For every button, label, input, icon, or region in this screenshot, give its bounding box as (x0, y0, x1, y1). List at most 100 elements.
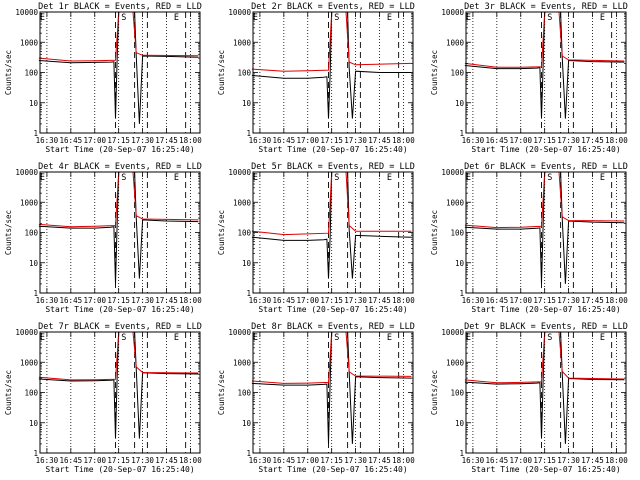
x-tick-label: 18:00 (392, 136, 415, 145)
marker-label: E (466, 13, 471, 23)
y-tick-label: 1000 (20, 358, 39, 367)
chart-title: Det 9r BLACK = Events, RED = LLD (464, 322, 628, 332)
x-tick-label: 16:30 (462, 456, 485, 465)
x-tick-label: 17:30 (131, 136, 154, 145)
y-tick-label: 1000 (20, 38, 39, 47)
x-tick-label: 17:15 (320, 456, 343, 465)
x-tick-label: 17:00 (296, 136, 319, 145)
series-line-events (38, 171, 199, 284)
x-tick-label: 16:30 (462, 296, 485, 305)
x-tick-label: 18:00 (605, 456, 628, 465)
x-tick-label: 17:15 (107, 136, 130, 145)
x-tick-label: 17:45 (368, 456, 391, 465)
series-line-events (251, 331, 412, 444)
x-tick-label: 17:30 (557, 136, 580, 145)
y-tick-label: 1 (246, 289, 251, 298)
x-tick-label: 17:00 (83, 136, 106, 145)
marker-label: E (387, 333, 392, 343)
y-axis-label: Counts/sec (4, 370, 13, 415)
x-tick-label: 17:15 (320, 136, 343, 145)
y-tick-label: 1 (459, 289, 464, 298)
x-tick-label: 17:45 (155, 456, 178, 465)
marker-label: E (253, 13, 258, 23)
x-tick-label: 18:00 (392, 456, 415, 465)
marker-label: E (174, 333, 179, 343)
y-tick-label: 1 (33, 449, 38, 458)
x-tick-label: 16:30 (462, 136, 485, 145)
y-axis-label: Counts/sec (430, 50, 439, 95)
plot-frame (465, 331, 627, 454)
marker-label: S (334, 13, 339, 23)
plot-frame (252, 171, 414, 294)
x-tick-label: 16:30 (36, 136, 59, 145)
y-tick-label: 100 (450, 69, 464, 78)
chart-title: Det 1r BLACK = Events, RED = LLD (38, 2, 202, 12)
x-tick-label: 16:45 (273, 136, 296, 145)
x-tick-label: 17:30 (344, 296, 367, 305)
chart-panel-2: Det 2r BLACK = Events, RED = LLD 1 10 100 10… (217, 2, 415, 154)
y-axis-label: Counts/sec (217, 210, 226, 255)
chart-title: Det 2r BLACK = Events, RED = LLD (251, 2, 415, 12)
y-tick-label: 10 (242, 259, 252, 268)
chart-title: Det 3r BLACK = Events, RED = LLD (464, 2, 628, 12)
marker-label: S (547, 13, 552, 23)
x-tick-label: 17:45 (581, 136, 604, 145)
chart-panel-1: Det 1r BLACK = Events, RED = LLD 1 10 100 10… (4, 2, 202, 154)
x-tick-label: 16:30 (36, 456, 59, 465)
chart-panel-8: Det 8r BLACK = Events, RED = LLD 1 10 100 10… (217, 322, 415, 474)
x-tick-label: 17:15 (320, 296, 343, 305)
y-tick-label: 10 (242, 99, 252, 108)
x-tick-label: 17:00 (83, 456, 106, 465)
x-tick-label: 17:45 (581, 456, 604, 465)
y-axis-label: Counts/sec (4, 50, 13, 95)
y-tick-label: 10000 (15, 328, 38, 337)
marker-label: S (121, 173, 126, 183)
marker-label: E (40, 333, 45, 343)
marker-label: E (253, 333, 258, 343)
x-tick-label: 18:00 (179, 456, 202, 465)
x-tick-label: 17:00 (83, 296, 106, 305)
plot-frame (39, 331, 201, 454)
x-tick-label: 17:00 (296, 456, 319, 465)
x-tick-label: 18:00 (179, 296, 202, 305)
x-tick-label: 16:45 (486, 136, 509, 145)
y-tick-label: 100 (237, 229, 251, 238)
plot-frame (39, 11, 201, 134)
x-tick-label: 17:45 (581, 296, 604, 305)
marker-label: E (253, 173, 258, 183)
marker-label: S (334, 173, 339, 183)
chart-title: Det 4r BLACK = Events, RED = LLD (38, 162, 202, 172)
marker-label: E (600, 173, 605, 183)
y-tick-label: 10000 (441, 8, 464, 17)
x-axis-label: Start Time (20-Sep-07 16:25:40) (258, 305, 407, 314)
series-line-events (38, 11, 199, 124)
x-tick-label: 17:15 (533, 136, 556, 145)
y-tick-label: 1 (33, 289, 38, 298)
x-tick-label: 17:30 (344, 136, 367, 145)
plot-frame (252, 331, 414, 454)
y-tick-label: 10 (29, 259, 39, 268)
x-axis-label: Start Time (20-Sep-07 16:25:40) (45, 465, 194, 474)
x-tick-label: 17:45 (155, 296, 178, 305)
x-tick-label: 18:00 (605, 136, 628, 145)
x-tick-label: 17:30 (131, 456, 154, 465)
y-axis-label: Counts/sec (430, 210, 439, 255)
x-tick-label: 17:30 (131, 296, 154, 305)
chart-panel-3: Det 3r BLACK = Events, RED = LLD 1 10 100 10… (430, 2, 628, 154)
y-tick-label: 10 (29, 419, 39, 428)
chart-panel-5: Det 5r BLACK = Events, RED = LLD 1 10 100 10… (217, 162, 415, 314)
x-tick-label: 17:15 (533, 296, 556, 305)
y-tick-label: 1000 (233, 198, 252, 207)
x-tick-label: 17:30 (344, 456, 367, 465)
x-tick-label: 17:00 (509, 296, 532, 305)
x-tick-label: 18:00 (605, 296, 628, 305)
chart-panel-9: Det 9r BLACK = Events, RED = LLD 1 10 100 10… (430, 322, 628, 474)
x-tick-label: 17:30 (557, 296, 580, 305)
y-axis-label: Counts/sec (4, 210, 13, 255)
y-tick-label: 10000 (228, 168, 251, 177)
plot-frame (465, 11, 627, 134)
y-tick-label: 10000 (15, 168, 38, 177)
y-tick-label: 100 (237, 69, 251, 78)
y-tick-label: 10 (455, 259, 465, 268)
y-tick-label: 1000 (446, 38, 465, 47)
